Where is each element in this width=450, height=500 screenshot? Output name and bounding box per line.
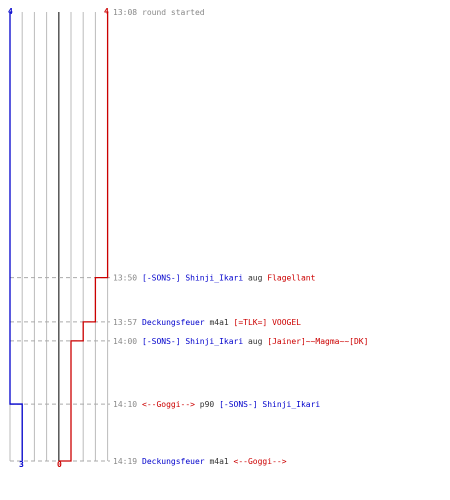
event-text-part: [=TLK=] VOOGEL xyxy=(234,318,302,327)
grid-lines xyxy=(9,12,109,461)
event-time: 14:10 xyxy=(113,400,137,409)
event-text-part: m4a1 xyxy=(205,457,234,466)
event-text-part: [-SONS-] Shinji_Ikari xyxy=(142,337,243,346)
event-text-part: Flagellant xyxy=(267,274,315,283)
event-text-part: <--Goggi--> xyxy=(142,400,195,409)
event-text: Deckungsfeuer m4a1 [=TLK=] VOOGEL xyxy=(142,318,301,327)
event-time: 13:50 xyxy=(113,274,137,283)
event-text-part: <--Goggi--> xyxy=(234,457,287,466)
event-text: [-SONS-] Shinji_Ikari aug Flagellant xyxy=(142,274,316,283)
red-team-line xyxy=(58,12,109,462)
event-text-part: aug xyxy=(243,274,267,283)
event-text-part: round started xyxy=(142,8,205,17)
event-text-part: Deckungsfeuer xyxy=(142,318,205,327)
event-text-part: [-SONS-] Shinji_Ikari xyxy=(142,274,243,283)
blue-start-count: 4 xyxy=(8,7,13,16)
event-time: 13:08 xyxy=(113,8,137,17)
event-time: 13:57 xyxy=(113,318,137,327)
event-text: [-SONS-] Shinji_Ikari aug [Jainer]~~Magm… xyxy=(142,337,368,346)
event-labels: 13:08 round started 13:50 [-SONS-] Shinji_I… xyxy=(113,8,368,466)
blue-final-count: 3 xyxy=(19,460,24,469)
event-text-part: [Jainer]~~Magma~~[DK] xyxy=(267,337,368,346)
event-time: 14:19 xyxy=(113,457,137,466)
event-text: Deckungsfeuer m4a1 <--Goggi--> xyxy=(142,457,287,466)
red-final-count: 0 xyxy=(57,460,62,469)
event-text-part: Deckungsfeuer xyxy=(142,457,205,466)
event-text: <--Goggi--> p90 [-SONS-] Shinji_Ikari xyxy=(142,400,320,409)
score-lines xyxy=(9,12,109,462)
event-text-part: [-SONS-] Shinji_Ikari xyxy=(219,400,320,409)
event-text: round started xyxy=(142,8,205,17)
event-text-part: p90 xyxy=(195,400,219,409)
blue-team-line xyxy=(9,12,23,461)
red-start-count: 4 xyxy=(104,7,109,16)
event-text-part: m4a1 xyxy=(205,318,234,327)
event-text-part: aug xyxy=(243,337,267,346)
event-time: 14:00 xyxy=(113,337,137,346)
